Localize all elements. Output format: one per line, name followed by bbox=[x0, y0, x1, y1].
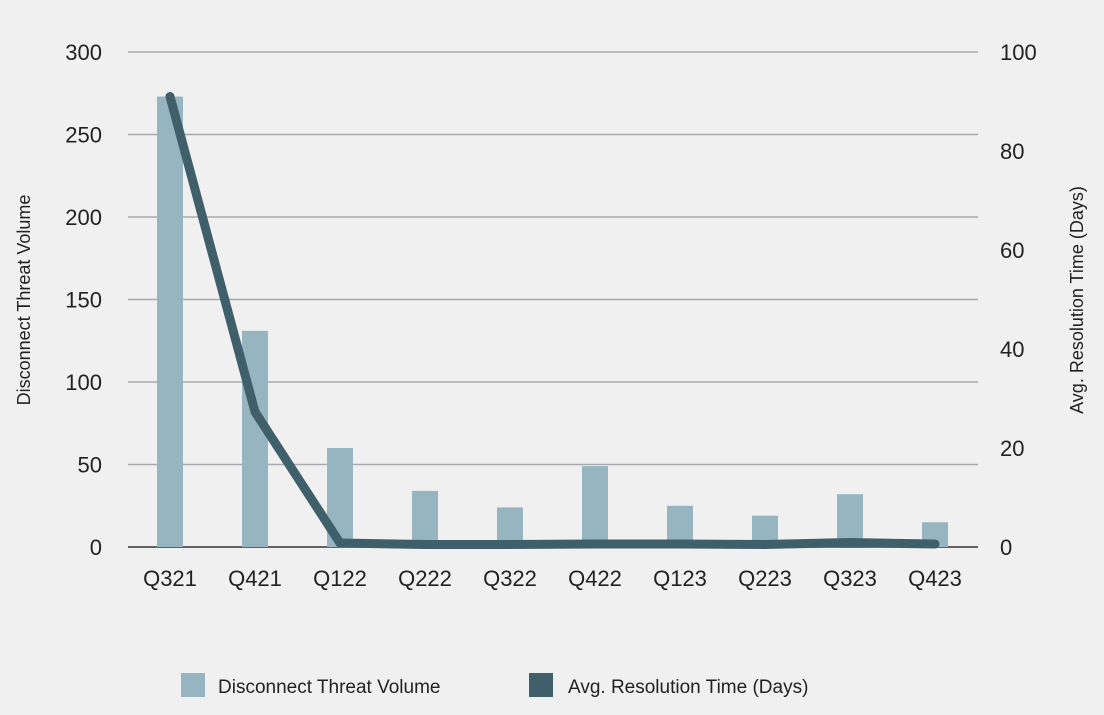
x-tick-label: Q123 bbox=[653, 566, 707, 591]
x-tick-label: Q323 bbox=[823, 566, 877, 591]
y-axis-label: Disconnect Threat Volume bbox=[14, 195, 34, 406]
x-tick-label: Q421 bbox=[228, 566, 282, 591]
legend-swatch-bar bbox=[181, 673, 205, 697]
legend-swatch-line bbox=[529, 673, 553, 697]
y2-axis-label: Avg. Resolution Time (Days) bbox=[1067, 186, 1087, 414]
x-tick-label: Q321 bbox=[143, 566, 197, 591]
y-tick-label: 150 bbox=[65, 288, 102, 313]
bar bbox=[157, 96, 183, 548]
y-tick-label: 300 bbox=[65, 40, 102, 65]
y-tick-label: 0 bbox=[90, 535, 102, 560]
y-tick-label: 50 bbox=[78, 453, 102, 478]
y-tick-label: 250 bbox=[65, 123, 102, 148]
y2-tick-label: 20 bbox=[1000, 436, 1024, 461]
bar bbox=[582, 466, 608, 547]
x-tick-label: Q222 bbox=[398, 566, 452, 591]
y2-tick-label: 60 bbox=[1000, 238, 1024, 263]
x-tick-label: Q122 bbox=[313, 566, 367, 591]
x-tick-label: Q423 bbox=[908, 566, 962, 591]
x-tick-label: Q223 bbox=[738, 566, 792, 591]
line-series bbox=[165, 92, 940, 550]
y2-tick-label: 80 bbox=[1000, 139, 1024, 164]
legend-label-line: Avg. Resolution Time (Days) bbox=[568, 677, 808, 698]
x-tick-label: Q322 bbox=[483, 566, 537, 591]
y2-tick-label: 100 bbox=[1000, 40, 1037, 65]
legend: Disconnect Threat Volume Avg. Resolution… bbox=[181, 673, 808, 698]
bar bbox=[412, 490, 438, 547]
x-tick-label: Q422 bbox=[568, 566, 622, 591]
y2-tick-label: 0 bbox=[1000, 535, 1012, 560]
legend-label-bar: Disconnect Threat Volume bbox=[218, 677, 441, 698]
y-tick-label: 100 bbox=[65, 370, 102, 395]
y2-tick-label: 40 bbox=[1000, 337, 1024, 362]
y-tick-label: 200 bbox=[65, 205, 102, 230]
